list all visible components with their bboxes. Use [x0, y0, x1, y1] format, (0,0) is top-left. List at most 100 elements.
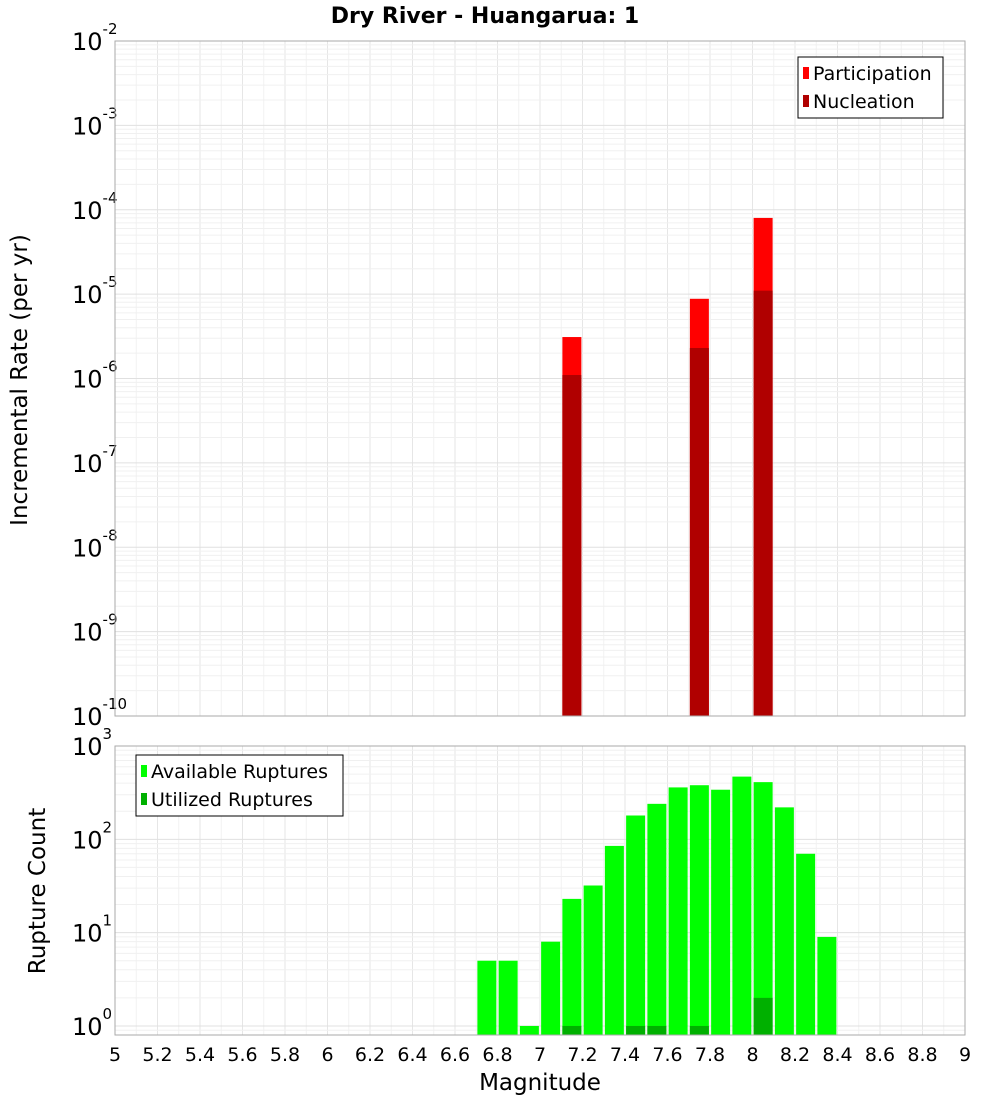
x-tick-label: 6.6: [440, 1044, 470, 1066]
bar-available-ruptures: [583, 885, 603, 1035]
x-tick-label: 7.4: [610, 1044, 640, 1066]
top-grid: [114, 40, 966, 717]
y-tick-base: 10: [72, 1013, 103, 1041]
legend-label: Available Ruptures: [151, 761, 328, 783]
legend-swatch: [803, 67, 809, 79]
y-tick-exponent: 2: [103, 818, 113, 836]
legend-box: [135, 754, 344, 817]
top-y-ticks: 10-210-310-410-510-610-710-810-910-10: [72, 20, 127, 731]
x-tick-label: 8.6: [865, 1044, 895, 1066]
bar-nucleation: [753, 290, 773, 716]
y-tick-exponent: -3: [103, 104, 118, 122]
bar-utilized-ruptures: [562, 1025, 582, 1035]
y-tick-base: 10: [72, 733, 103, 761]
bar-available-ruptures: [626, 815, 646, 1035]
y-tick-base: 10: [72, 366, 103, 394]
x-tick-label: 8.4: [822, 1044, 852, 1066]
legend-swatch: [141, 765, 147, 777]
bottom-bars: [477, 776, 837, 1035]
y-tick-label: 103: [72, 725, 112, 761]
bar-available-ruptures: [774, 807, 794, 1035]
bar-available-ruptures: [477, 960, 497, 1035]
x-ticks: 5 5.2 5.4 5.6 5.8 6 6.2 6.4 6.6 6.8 7 7.2 7.4 7.6 7.8 8…: [109, 1044, 971, 1066]
bar-available-ruptures: [817, 936, 837, 1035]
top-plot-border: [114, 40, 966, 717]
x-tick-label: 7.8: [695, 1044, 725, 1066]
x-tick-label: 6.8: [482, 1044, 512, 1066]
y-tick-base: 10: [72, 450, 103, 478]
chart-title: Dry River - Huangarua: 1: [331, 4, 639, 29]
top-legend: Participation Nucleation: [797, 56, 944, 119]
x-tick-label: 6.2: [355, 1044, 385, 1066]
bottom-y-axis-label: Rupture Count: [25, 808, 51, 974]
top-plot: 10-210-310-410-510-610-710-810-910-10 Pa…: [72, 20, 966, 731]
y-tick-exponent: 3: [103, 725, 113, 743]
bar-available-ruptures: [562, 898, 582, 1035]
bar-available-ruptures: [604, 845, 624, 1035]
x-axis-label: Magnitude: [479, 1070, 601, 1096]
y-tick-label: 10-6: [72, 358, 118, 394]
bar-available-ruptures: [689, 785, 709, 1035]
y-tick-exponent: 0: [103, 1005, 113, 1023]
y-tick-label: 102: [72, 818, 112, 854]
bar-utilized-ruptures: [689, 1025, 709, 1035]
bar-utilized-ruptures: [753, 997, 773, 1035]
legend-label: Utilized Ruptures: [151, 789, 313, 811]
x-tick-label: 6.4: [397, 1044, 427, 1066]
y-tick-exponent: -5: [103, 273, 118, 291]
bar-utilized-ruptures: [626, 1025, 646, 1035]
y-tick-exponent: 1: [103, 912, 113, 930]
y-tick-label: 10-5: [72, 273, 118, 309]
x-tick-label: 7: [534, 1044, 546, 1066]
y-tick-base: 10: [72, 826, 103, 854]
x-tick-label: 5.6: [227, 1044, 257, 1066]
x-tick-label: 5.2: [142, 1044, 172, 1066]
y-tick-exponent: -4: [103, 189, 118, 207]
y-tick-label: 10-3: [72, 104, 118, 140]
x-tick-label: 8: [746, 1044, 758, 1066]
bottom-legend: Available Ruptures Utilized Ruptures: [135, 754, 344, 817]
y-tick-base: 10: [72, 619, 103, 647]
bar-nucleation: [689, 347, 709, 716]
x-tick-label: 9: [959, 1044, 971, 1066]
y-tick-base: 10: [72, 703, 103, 731]
y-tick-exponent: -2: [103, 20, 118, 38]
y-tick-base: 10: [72, 197, 103, 225]
y-tick-base: 10: [72, 112, 103, 140]
bottom-plot-border: [114, 745, 966, 1036]
y-tick-exponent: -6: [103, 358, 118, 376]
y-tick-base: 10: [72, 281, 103, 309]
y-tick-label: 10-4: [72, 189, 118, 225]
y-tick-exponent: -7: [103, 442, 118, 460]
y-tick-base: 10: [72, 28, 103, 56]
y-tick-base: 10: [72, 534, 103, 562]
x-tick-label: 5.8: [270, 1044, 300, 1066]
y-tick-label: 10-2: [72, 20, 118, 56]
legend-label: Nucleation: [813, 91, 915, 113]
x-tick-label: 7.2: [567, 1044, 597, 1066]
bar-available-ruptures: [796, 853, 816, 1035]
bar-available-ruptures: [668, 787, 688, 1035]
y-tick-label: 101: [72, 912, 112, 948]
y-tick-label: 100: [72, 1005, 112, 1041]
x-tick-label: 8.8: [907, 1044, 937, 1066]
top-bars: [562, 217, 773, 716]
x-tick-label: 6: [321, 1044, 333, 1066]
legend-box: [797, 56, 944, 119]
x-tick-label: 5.4: [185, 1044, 215, 1066]
bar-available-ruptures: [498, 960, 518, 1035]
y-tick-label: 10-8: [72, 526, 118, 562]
y-tick-base: 10: [72, 920, 103, 948]
x-tick-label: 5: [109, 1044, 121, 1066]
bar-utilized-ruptures: [647, 1025, 667, 1035]
bar-available-ruptures: [711, 789, 731, 1035]
y-tick-label: 10-9: [72, 611, 118, 647]
bar-available-ruptures: [753, 782, 773, 1035]
x-tick-label: 7.6: [652, 1044, 682, 1066]
top-y-axis-label: Incremental Rate (per yr): [7, 234, 33, 526]
x-tick-label: 8.2: [780, 1044, 810, 1066]
bar-nucleation: [562, 375, 582, 716]
y-tick-label: 10-7: [72, 442, 118, 478]
